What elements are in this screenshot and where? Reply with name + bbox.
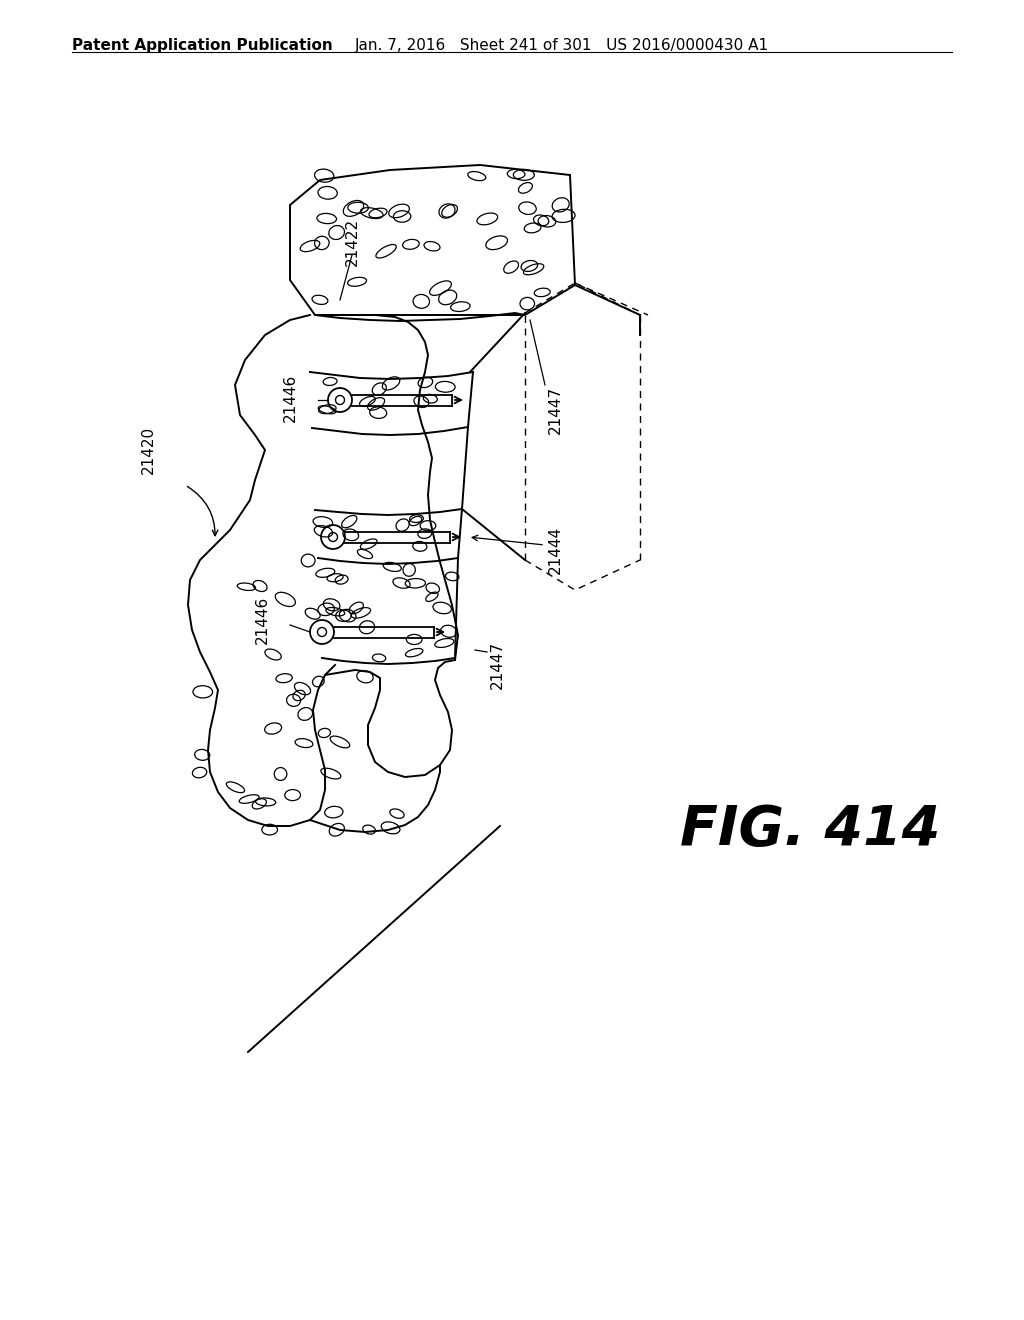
Text: Jan. 7, 2016   Sheet 241 of 301   US 2016/0000430 A1: Jan. 7, 2016 Sheet 241 of 301 US 2016/00… [355, 38, 769, 53]
Text: 21447: 21447 [490, 642, 505, 689]
Text: 21422: 21422 [345, 218, 360, 267]
Text: 21444: 21444 [548, 525, 563, 574]
Text: FIG. 414: FIG. 414 [680, 803, 940, 857]
Text: 21446: 21446 [283, 374, 298, 422]
Text: 21420: 21420 [140, 426, 156, 474]
Text: 21446: 21446 [255, 595, 270, 644]
Text: Patent Application Publication: Patent Application Publication [72, 38, 333, 53]
Text: 21447: 21447 [548, 385, 563, 434]
